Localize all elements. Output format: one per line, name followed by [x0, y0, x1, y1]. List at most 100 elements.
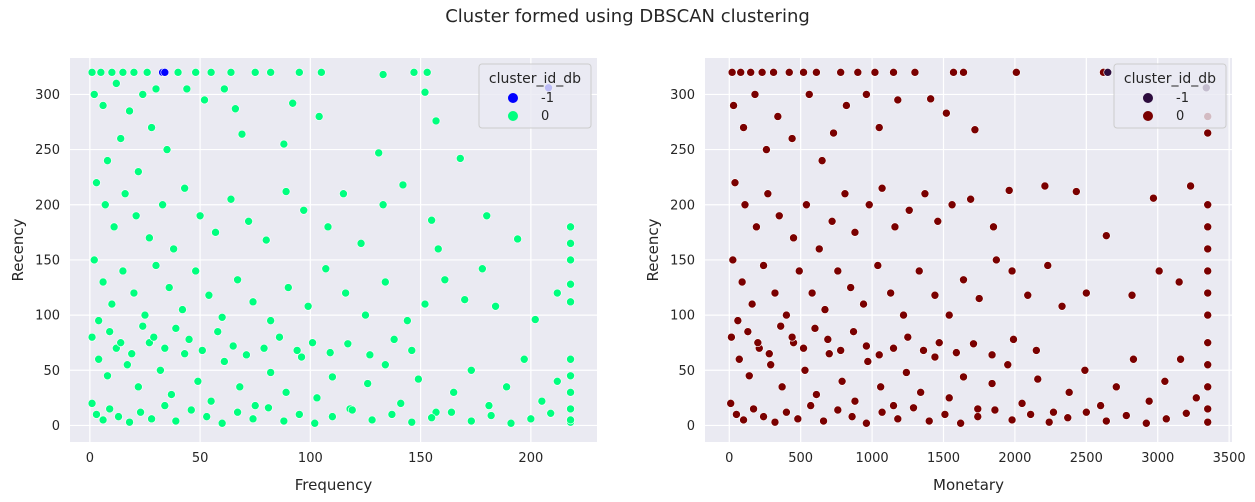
data-point-cluster-0	[862, 418, 871, 428]
data-point-cluster-0	[87, 399, 97, 408]
data-point-cluster-0	[105, 327, 114, 336]
data-point-cluster-0	[749, 404, 758, 414]
data-point-cluster-0	[323, 222, 333, 232]
data-point-cluster-0	[817, 156, 827, 165]
data-point-cluster-0	[160, 401, 170, 410]
data-point-cluster-0	[317, 68, 326, 77]
data-point-cluster-0	[859, 299, 868, 309]
data-point-cluster-0	[328, 372, 337, 382]
data-point-cluster-0	[266, 316, 275, 325]
data-point-cluster-0	[248, 297, 258, 307]
data-point-cluster-0	[850, 396, 860, 406]
data-point-cluster-0	[206, 68, 216, 77]
data-point-cluster-0	[782, 310, 791, 320]
data-point-cluster-0	[930, 352, 940, 362]
data-point-cluster-0	[837, 377, 847, 386]
data-point-cluster-0	[899, 310, 908, 320]
data-point-cluster-0	[836, 68, 845, 77]
data-point-cluster-0	[220, 357, 229, 366]
data-point-cluster-0	[819, 416, 828, 426]
data-point-cluster-0	[381, 360, 390, 370]
data-point-cluster-0	[956, 418, 965, 428]
data-point-cluster-0	[107, 299, 117, 309]
data-point-cluster-0	[1203, 200, 1213, 210]
data-point-cluster-0	[378, 200, 388, 210]
data-point-cluster-0	[949, 68, 958, 77]
data-point-cluster-0	[467, 365, 476, 375]
data-point-cluster-0	[732, 410, 741, 419]
data-point-cluster-0	[407, 417, 417, 427]
data-point-cluster-0	[164, 283, 174, 292]
data-point-cluster-0	[519, 354, 529, 364]
data-point-cluster-0	[129, 68, 139, 77]
data-point-cluster-0	[356, 239, 366, 248]
data-point-cluster-0	[381, 277, 390, 287]
data-point-cluster-0	[295, 410, 304, 419]
data-point-cluster-0	[969, 339, 978, 349]
data-point-cluster-0	[904, 205, 914, 215]
data-point-cluster-0	[730, 178, 740, 187]
data-point-cluster-0	[728, 255, 738, 265]
data-point-cluster-0	[924, 416, 934, 426]
legend-box	[1113, 63, 1227, 129]
data-point-cluster-0	[89, 90, 99, 99]
data-point-cluster-0	[1082, 407, 1091, 417]
data-point-cluster-0	[770, 288, 780, 298]
data-point-cluster-0	[266, 368, 275, 377]
data-point-cluster-0	[820, 305, 830, 314]
data-point-cluster-0	[823, 335, 833, 344]
data-point-cluster-0	[537, 396, 547, 406]
data-point-cluster-0	[1082, 288, 1091, 298]
data-point-cluster-0	[1162, 414, 1171, 424]
data-point-cluster-0	[114, 412, 123, 421]
data-point-cluster-0	[235, 382, 245, 392]
data-point-cluster-0	[478, 264, 487, 274]
data-point-cluster-0	[213, 327, 223, 336]
data-point-cluster-0	[827, 217, 837, 226]
data-point-cluster-0	[566, 297, 575, 307]
data-point-cluster-0	[105, 404, 114, 414]
data-point-cluster-0	[484, 401, 494, 410]
data-point-cluster-0	[202, 412, 212, 421]
data-point-cluster-0	[138, 321, 148, 331]
data-point-cluster-0	[952, 348, 961, 357]
data-point-cluster-0	[250, 68, 260, 77]
data-point-cluster-0	[1017, 399, 1027, 408]
data-point-cluster-0	[233, 275, 242, 285]
data-point-cluster-0	[987, 379, 997, 388]
data-point-cluster-0	[193, 377, 203, 386]
data-point-cluster-0	[363, 379, 372, 388]
data-point-cluster-0	[807, 288, 817, 298]
figure-title: Cluster formed using DBSCAN clustering	[445, 6, 810, 27]
data-point-cluster-0	[799, 343, 808, 353]
data-point-cluster-0	[804, 90, 814, 99]
data-point-cluster-0	[171, 416, 181, 426]
y-tick-label: 50	[678, 364, 695, 379]
x-tick-label: 50	[192, 451, 209, 466]
data-point-cluster-0	[134, 167, 143, 176]
data-point-cluster-0	[98, 415, 108, 425]
data-point-cluster-0	[876, 382, 885, 392]
data-point-cluster-0	[1203, 360, 1213, 370]
data-point-cluster-0	[1112, 382, 1121, 392]
data-point-cluster-0	[1007, 266, 1017, 276]
data-point-cluster-0	[283, 283, 293, 292]
data-point-cluster-0	[800, 365, 810, 375]
data-point-cluster-0	[862, 90, 871, 99]
data-point-cluster-0	[1003, 360, 1013, 370]
data-point-cluster-0	[806, 401, 815, 410]
legend-label: 0	[541, 109, 549, 124]
data-point-cluster-0	[774, 211, 784, 221]
data-point-cluster-0	[467, 416, 476, 426]
data-point-cluster-0	[930, 290, 940, 300]
data-point-cluster-0	[151, 84, 161, 94]
data-point-cluster-0	[482, 211, 492, 221]
x-tick-label: 0	[725, 451, 733, 466]
data-point-cluster-0	[919, 346, 928, 355]
data-point-cluster-0	[1203, 266, 1213, 276]
data-point-cluster-0	[118, 68, 128, 77]
data-point-cluster-0	[1203, 222, 1213, 232]
data-point-cluster-0	[299, 205, 309, 215]
data-point-cluster-0	[1012, 68, 1021, 77]
